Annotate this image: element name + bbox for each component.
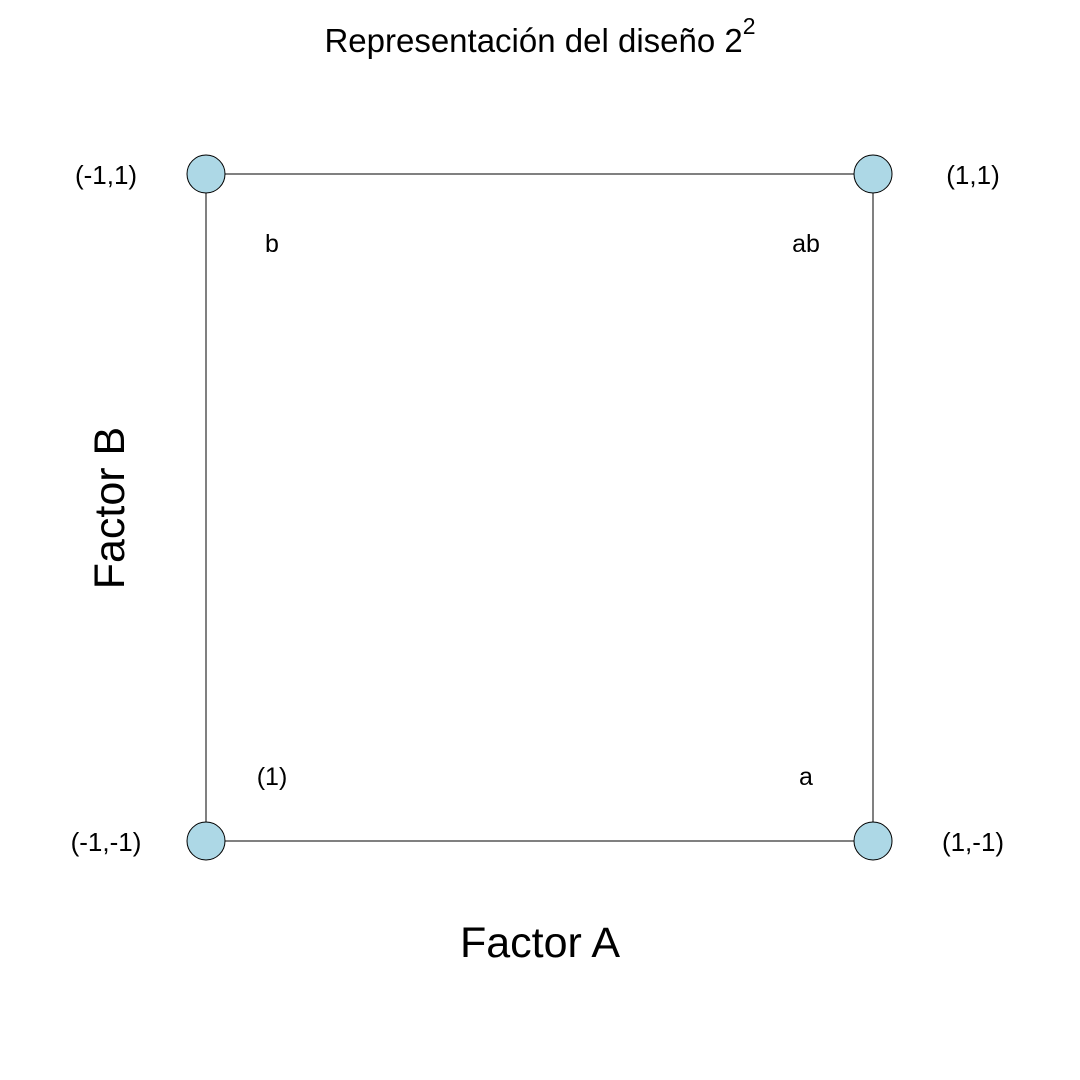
point-bottom-right xyxy=(853,821,893,861)
run-label-ab: ab xyxy=(792,230,820,258)
run-label-a: a xyxy=(799,763,813,791)
point-top-left xyxy=(186,154,226,194)
diagram-title-superscript: 2 xyxy=(743,13,756,39)
coord-label-bottom-left: (-1,-1) xyxy=(71,827,142,857)
point-bottom-left xyxy=(186,821,226,861)
coord-label-top-right: (1,1) xyxy=(946,160,999,190)
diagram-title: Representación del diseño 22 xyxy=(324,13,755,59)
coord-label-top-left: (-1,1) xyxy=(75,160,137,190)
x-axis-label: Factor A xyxy=(460,919,620,967)
run-label-1: (1) xyxy=(257,763,288,791)
coord-label-bottom-right: (1,-1) xyxy=(942,827,1004,857)
y-axis-label: Factor B xyxy=(86,427,134,590)
run-label-b: b xyxy=(265,230,279,258)
point-top-right xyxy=(853,154,893,194)
diagram-title-main: Representación del diseño 2 xyxy=(324,22,742,59)
